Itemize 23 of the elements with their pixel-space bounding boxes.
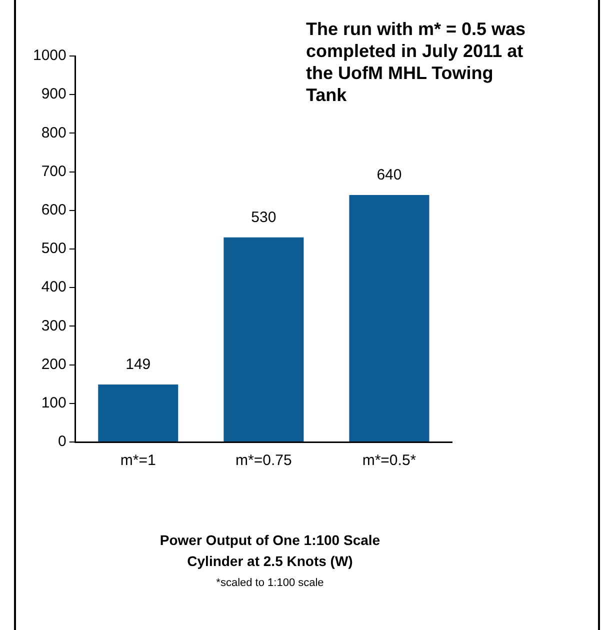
data-label: 149: [126, 356, 151, 374]
y-tick-label: 900: [41, 86, 66, 103]
data-label: 530: [251, 209, 276, 226]
x-tick-label: m*=1: [120, 452, 156, 470]
data-label: 640: [376, 166, 402, 184]
y-tick-label: 600: [41, 202, 66, 219]
y-tick-label: 300: [41, 317, 66, 334]
y-tick-label: 400: [41, 278, 66, 296]
y-tick-label: 800: [41, 124, 66, 142]
x-axis-title: Power Output of One 1:100 Scale Cylinder at 2.5 Knots (W): [158, 531, 382, 571]
y-tick-label: 200: [41, 356, 66, 373]
bar: [349, 194, 430, 442]
y-tick-label: 100: [41, 394, 66, 412]
text: *scaled to 1:100 scale: [215, 577, 325, 589]
x-tick-label: m*=0.75: [236, 452, 292, 470]
y-tick-label: 500: [41, 240, 66, 258]
y-tick-label: 700: [41, 162, 66, 180]
bar: [98, 384, 178, 442]
x-tick-label: m*=0.5*: [362, 452, 416, 470]
bar: [224, 237, 304, 442]
y-tick-label: 0: [58, 433, 66, 450]
annotation: The run with m* = 0.5 was completed in July 2011 at the UofM MHL Towing Tank: [306, 18, 527, 106]
y-tick-label: 1000: [32, 47, 66, 64]
